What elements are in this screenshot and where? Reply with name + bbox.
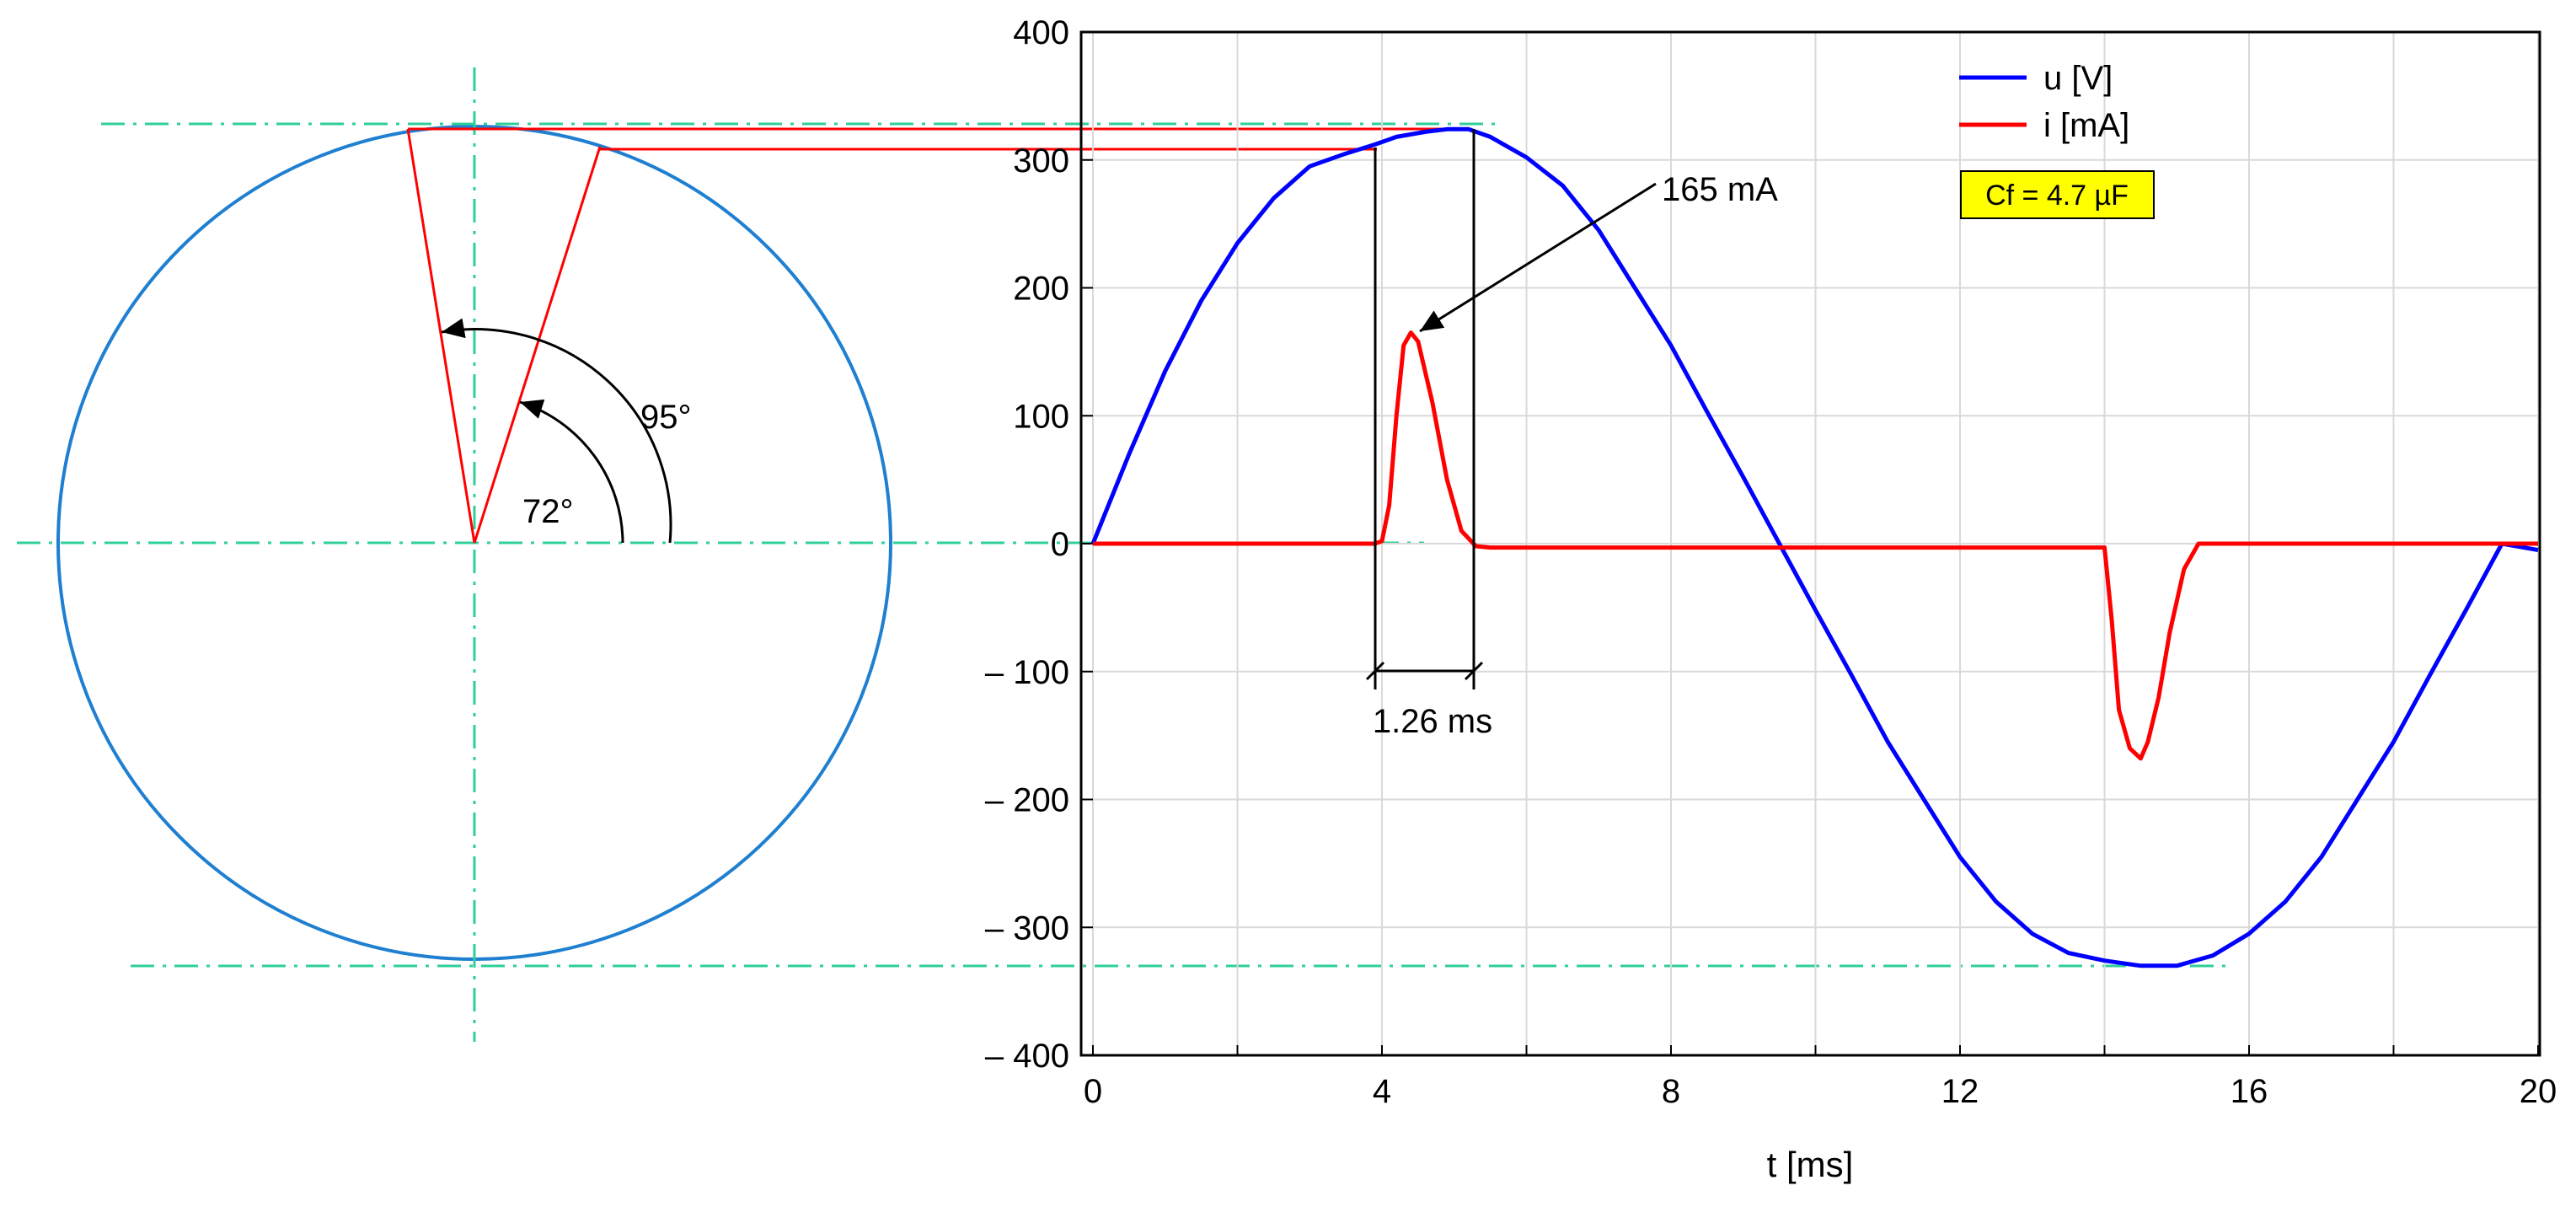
peak-arrow bbox=[1419, 182, 1657, 333]
x-axis-ticks: 0 4 8 12 16 20 bbox=[1084, 1045, 2557, 1110]
x-tick-label: 12 bbox=[1941, 1073, 1979, 1110]
legend-label-voltage: u [V] bbox=[2043, 60, 2113, 97]
legend: u [V] i [mA] Cf = 4.7 µF bbox=[1959, 60, 2155, 219]
capacitor-badge-box bbox=[1960, 170, 2155, 219]
y-tick-label: – 400 bbox=[985, 1038, 1069, 1075]
y-tick-label: 100 bbox=[1013, 398, 1069, 435]
y-tick-label: 0 bbox=[1051, 526, 1069, 563]
phasor-diagram: 95° 72° bbox=[17, 67, 2229, 1042]
peak-current-annotation: 165 mA bbox=[1419, 171, 1778, 333]
y-axis-ticks: 400 300 200 100 0 – 100 – 200 – 300 – 400 bbox=[985, 14, 1093, 1075]
angle-label-72: 72° bbox=[522, 493, 574, 530]
x-tick-label: 4 bbox=[1373, 1073, 1391, 1110]
x-tick-label: 20 bbox=[2520, 1073, 2557, 1110]
x-tick-label: 0 bbox=[1084, 1073, 1102, 1110]
dimension-tick-left bbox=[1365, 661, 1385, 681]
angle-label-95: 95° bbox=[640, 399, 692, 436]
y-tick-label: 400 bbox=[1013, 14, 1069, 51]
plot-frame bbox=[1079, 30, 2541, 1057]
sector-edge-72 bbox=[473, 146, 602, 544]
capacitor-badge-label: Cf = 4.7 µF bbox=[1985, 180, 2129, 212]
x-axis-title: t [ms] bbox=[1767, 1145, 1854, 1184]
y-tick-label: – 200 bbox=[985, 782, 1069, 819]
y-tick-label: 300 bbox=[1013, 142, 1069, 180]
x-tick-label: 8 bbox=[1662, 1073, 1680, 1110]
grid-lines bbox=[1081, 31, 2540, 1056]
series-line-voltage bbox=[1090, 126, 2539, 968]
x-tick-label: 16 bbox=[2231, 1073, 2268, 1110]
sector-edge-95 bbox=[406, 128, 476, 544]
conduction-window: 1.26 ms bbox=[1365, 129, 1492, 740]
y-tick-label: – 100 bbox=[985, 654, 1069, 691]
y-tick-label: 200 bbox=[1013, 271, 1069, 308]
legend-label-current: i [mA] bbox=[2043, 107, 2129, 144]
angle-arc-95 bbox=[441, 318, 672, 544]
conduction-time-label: 1.26 ms bbox=[1373, 703, 1492, 740]
angle-arc-72 bbox=[519, 399, 624, 544]
peak-current-label: 165 mA bbox=[1662, 171, 1778, 208]
series-line-current bbox=[1093, 330, 2538, 761]
y-tick-label: – 300 bbox=[985, 909, 1069, 947]
plot-area: 400 300 200 100 0 – 100 – 200 – 300 – 400 0 4 8 12 1… bbox=[985, 14, 2557, 1184]
dimension-tick-right bbox=[1464, 661, 1484, 681]
